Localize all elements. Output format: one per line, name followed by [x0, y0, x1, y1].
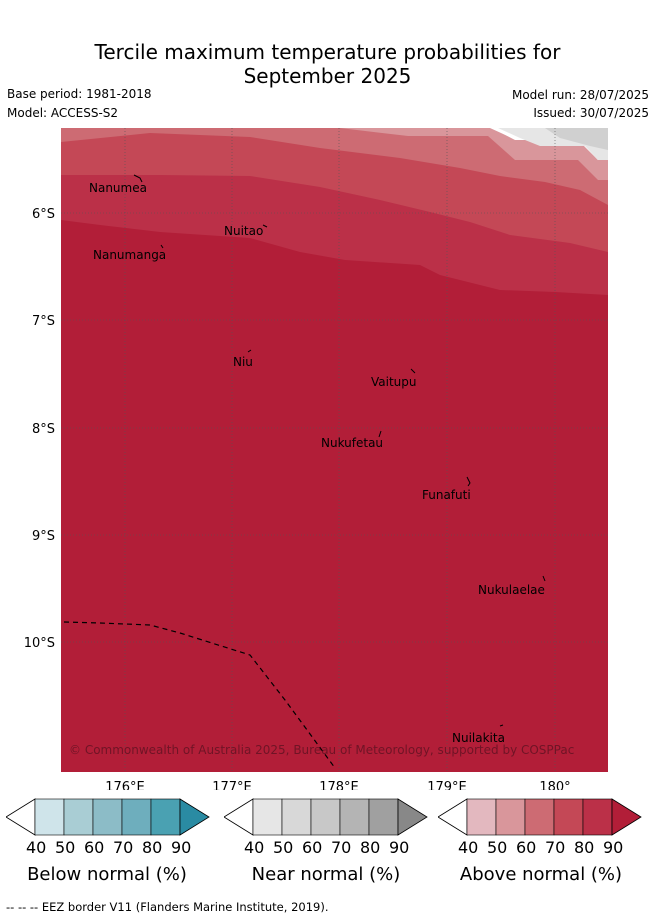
colorbar-swatch — [553, 798, 584, 836]
place-label-nuilakita: Nuilakita — [452, 731, 505, 745]
title-line-2: September 2025 — [243, 64, 412, 88]
band-near-50 — [545, 128, 608, 150]
colorbar-under-arrow — [224, 798, 254, 836]
tick: 80 — [360, 838, 381, 857]
issued-date: Issued: 30/07/2025 — [533, 106, 649, 120]
colorbar-swatch — [34, 798, 65, 836]
colorbar-swatch — [281, 798, 312, 836]
tick: 90 — [603, 838, 624, 857]
colorbar-swatches — [252, 798, 399, 836]
colorbar-over-arrow — [611, 798, 642, 836]
colorbar-swatch — [466, 798, 497, 836]
tick: 40 — [458, 838, 479, 857]
colorbar-near-normal — [224, 798, 428, 836]
model-run: Model run: 28/07/2025 — [511, 88, 649, 102]
colorbar-swatches — [34, 798, 181, 836]
place-label-nukufetau: Nukufetau — [321, 436, 383, 450]
lon-label: 178°E — [319, 780, 359, 790]
colorbar-swatch — [92, 798, 123, 836]
colorbar-swatch — [310, 798, 341, 836]
place-label-nanumanga: Nanumanga — [93, 248, 166, 262]
colorbar-swatch — [368, 798, 399, 836]
colorbar-under-arrow — [6, 798, 36, 836]
lon-labels: 176°E 177°E 178°E 179°E 180° — [105, 780, 570, 790]
place-label-nukulaelae: Nukulaelae — [478, 583, 545, 597]
above-normal-title: Above normal (%) — [459, 864, 623, 885]
lat-label: 8°S — [32, 422, 55, 437]
near-normal-title: Near normal (%) — [251, 864, 401, 885]
colorbar-swatch — [582, 798, 613, 836]
lon-label: 177°E — [212, 780, 252, 790]
colorbar-swatches — [466, 798, 613, 836]
place-label-funafuti: Funafuti — [422, 488, 471, 502]
model-name: Model: ACCESS-S2 — [7, 106, 119, 120]
tick: 70 — [331, 838, 352, 857]
title-line-1: Tercile maximum temperature probabilitie… — [94, 40, 561, 64]
colorbar-below-normal — [6, 798, 210, 836]
base-period: Base period: 1981-2018 — [7, 87, 152, 101]
colorbar-under-arrow — [438, 798, 468, 836]
colorbar-over-arrow — [397, 798, 428, 836]
tick: 60 — [84, 838, 105, 857]
copyright-notice: © Commonwealth of Australia 2025, Bureau… — [69, 743, 574, 757]
chart-title: Tercile maximum temperature probabilitie… — [0, 40, 655, 88]
tick: 70 — [113, 838, 134, 857]
tick: 50 — [273, 838, 294, 857]
band-above-60 — [61, 128, 608, 205]
island-marks — [133, 174, 546, 727]
place-label-nanumea: Nanumea — [89, 181, 147, 195]
tick: 40 — [244, 838, 265, 857]
lon-label: 179°E — [427, 780, 467, 790]
place-label-niu: Niu — [233, 355, 253, 369]
place-label-nuitao: Nuitao — [224, 224, 263, 238]
eez-border-line — [63, 621, 336, 769]
tick: 50 — [55, 838, 76, 857]
tick: 90 — [389, 838, 410, 857]
lat-label: 9°S — [32, 529, 55, 544]
lat-labels: 6°S 7°S 8°S 9°S 10°S — [24, 207, 55, 651]
lat-label: 10°S — [24, 636, 55, 651]
tick: 90 — [171, 838, 192, 857]
colorbar-above-normal — [438, 798, 642, 836]
place-label-vaitupu: Vaitupu — [371, 375, 417, 389]
place-labels: Nanumea Nuitao Nanumanga Niu Vaitupu Nuk… — [89, 181, 545, 745]
eez-footnote: -- -- -- EEZ border V11 (Flanders Marine… — [6, 900, 329, 914]
probability-map: 6°S 7°S 8°S 9°S 10°S 176°E 177°E 178°E 1… — [24, 128, 608, 790]
lon-label: 176°E — [105, 780, 145, 790]
tick: 80 — [574, 838, 595, 857]
colorbar-swatch — [63, 798, 94, 836]
tick: 70 — [545, 838, 566, 857]
lat-label: 7°S — [32, 314, 55, 329]
colorbar-swatch — [121, 798, 152, 836]
tick: 60 — [302, 838, 323, 857]
tick: 40 — [26, 838, 47, 857]
colorbar-over-arrow — [179, 798, 210, 836]
graticule — [61, 128, 608, 772]
tick: 60 — [516, 838, 537, 857]
colorbar-swatch — [339, 798, 370, 836]
tick: 50 — [487, 838, 508, 857]
colorbar-swatch — [150, 798, 181, 836]
lon-label: 180° — [539, 780, 570, 790]
colorbar-swatch — [495, 798, 526, 836]
colorbar-swatch — [524, 798, 555, 836]
colorbar-swatch — [252, 798, 283, 836]
below-normal-title: Below normal (%) — [27, 864, 187, 885]
lat-label: 6°S — [32, 207, 55, 222]
tick: 80 — [142, 838, 163, 857]
